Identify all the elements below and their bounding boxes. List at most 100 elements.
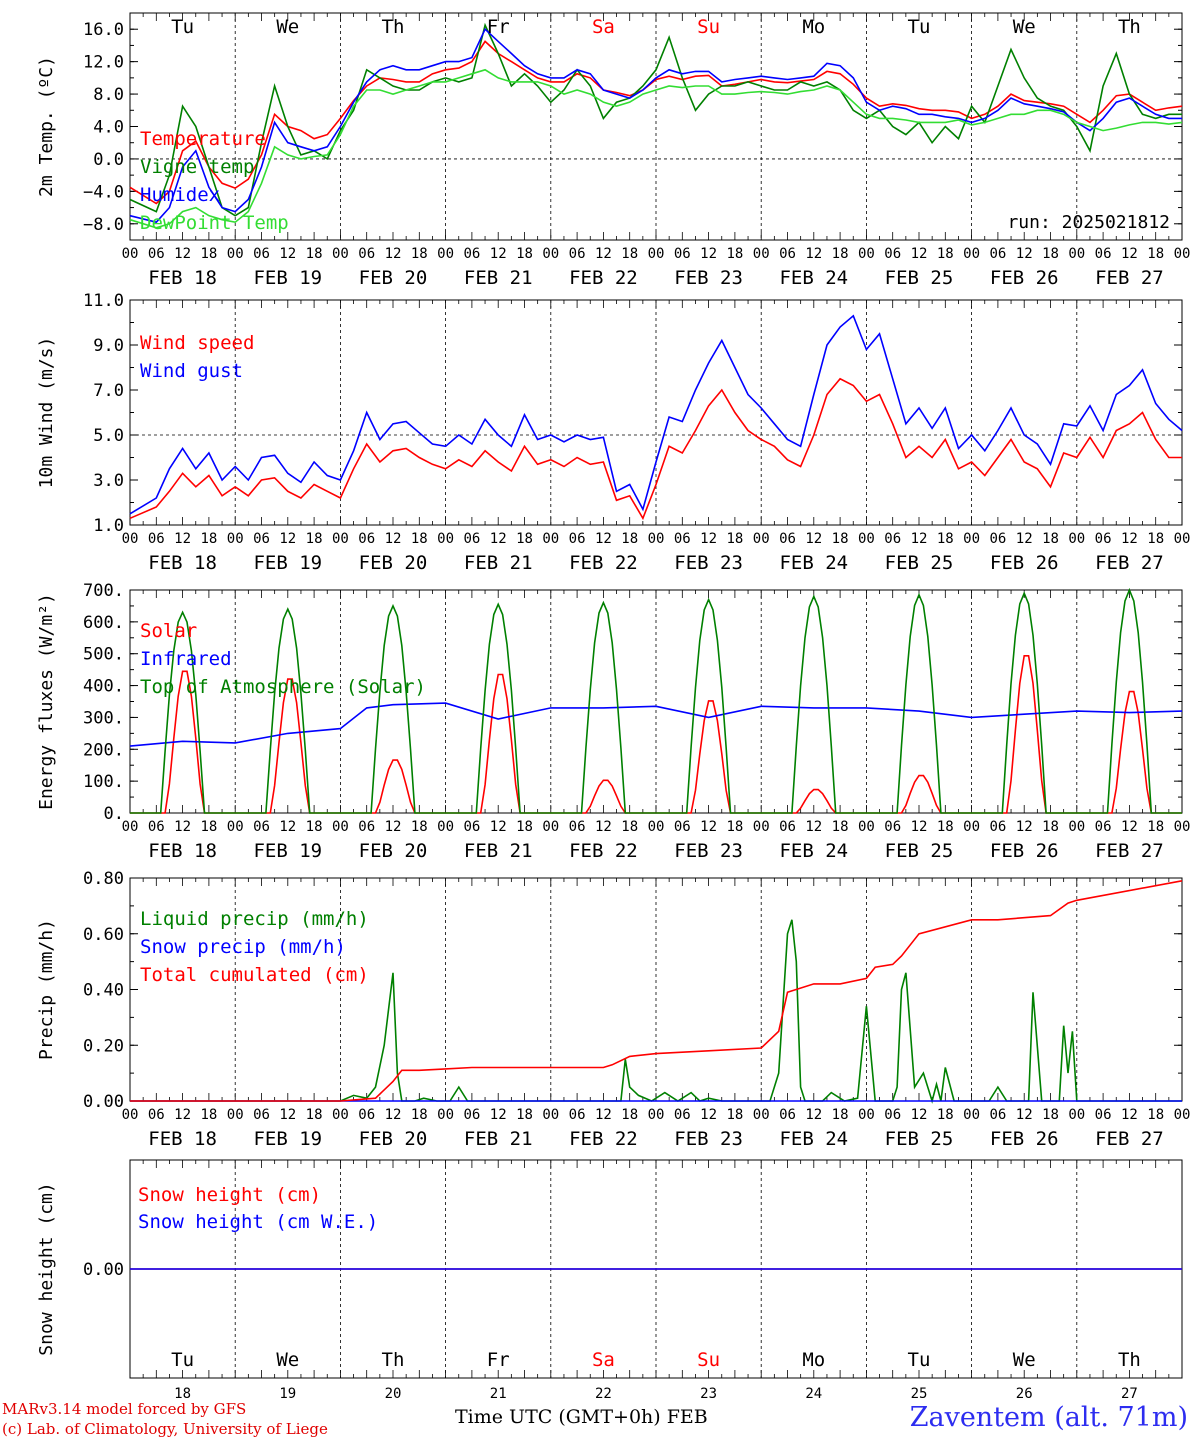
y-tick-label: 11.0: [83, 291, 124, 311]
x-hour-label: 00: [122, 1107, 139, 1123]
legend-entry: Snow height (cm W.E.): [138, 1211, 378, 1233]
x-hour-label: 18: [411, 819, 428, 835]
series-line-total-cumulated-cm-: [130, 880, 1183, 1102]
weekday-label: Th: [1118, 1349, 1141, 1371]
x-hour-label: 06: [148, 819, 165, 835]
series-line-wind-speed: [129, 377, 1182, 521]
x-hour-label: 00: [648, 1107, 665, 1123]
x-hour-label: 12: [385, 1107, 402, 1123]
x-hour-label: 18: [832, 819, 849, 835]
x-hour-label: 06: [884, 819, 901, 835]
x-hour-label: 00: [753, 819, 770, 835]
y-tick-label: 7.0: [93, 381, 124, 401]
x-hour-label: 12: [595, 819, 612, 835]
x-day-label: FEB 25: [885, 840, 954, 862]
x-hour-label: 00: [437, 819, 454, 835]
x-hour-label: 12: [1121, 531, 1138, 547]
x-hour-label: 00: [858, 531, 875, 547]
x-day-label: FEB 22: [569, 552, 638, 574]
x-day-label: FEB 21: [464, 267, 533, 289]
x-hour-label: 12: [1016, 531, 1033, 547]
x-hour-label: 00: [332, 531, 349, 547]
legend-entry: Top of Atmosphere (Solar): [140, 676, 426, 698]
x-hour-label: 12: [911, 819, 928, 835]
weekday-label: Sa: [592, 1349, 615, 1371]
x-hour-label: 06: [253, 246, 270, 262]
x-day-label: FEB 23: [674, 840, 743, 862]
x-hour-label: 06: [569, 1107, 586, 1123]
legend-entry: Snow height (cm): [138, 1184, 321, 1206]
x-hour-label: 06: [569, 819, 586, 835]
x-day-label: FEB 20: [359, 267, 428, 289]
weekday-label: We: [276, 16, 299, 38]
x-hour-label: 18: [306, 1107, 323, 1123]
day-number-label: 22: [595, 1386, 612, 1402]
x-hour-label: 18: [621, 246, 638, 262]
day-number-label: 24: [805, 1386, 822, 1402]
x-hour-label: 06: [148, 1107, 165, 1123]
x-hour-label: 12: [490, 531, 507, 547]
weekday-label: We: [1013, 1349, 1036, 1371]
x-hour-label: 06: [463, 246, 480, 262]
x-hour-label: 12: [174, 1107, 191, 1123]
legend-entry: DewPoint Temp: [140, 212, 289, 234]
y-tick-label: 100.: [83, 772, 124, 792]
x-day-label: FEB 18: [148, 840, 217, 862]
x-hour-label: 18: [1147, 531, 1164, 547]
weekday-label: Tu: [171, 16, 194, 38]
x-hour-label: 12: [1121, 1107, 1138, 1123]
x-hour-label: 12: [805, 819, 822, 835]
x-day-label: FEB 26: [990, 552, 1059, 574]
x-hour-label: 12: [385, 819, 402, 835]
x-hour-label: 12: [700, 1107, 717, 1123]
day-number-label: 26: [1016, 1386, 1033, 1402]
x-hour-label: 00: [227, 1107, 244, 1123]
x-hour-label: 00: [753, 531, 770, 547]
y-tick-label: 3.0: [93, 471, 124, 491]
x-hour-label: 00: [542, 246, 559, 262]
weekday-label: Su: [697, 1349, 720, 1371]
x-hour-label: 18: [937, 819, 954, 835]
panel-2: [129, 299, 1183, 526]
x-hour-label: 18: [1147, 246, 1164, 262]
x-hour-label: 00: [122, 246, 139, 262]
y-axis-label: Energy fluxes (W/m²): [36, 593, 57, 810]
x-hour-label: 18: [726, 1107, 743, 1123]
x-hour-label: 00: [963, 819, 980, 835]
legend-entry: Wind speed: [140, 332, 254, 354]
panel-frame: [129, 589, 1183, 814]
day-number-label: 19: [279, 1386, 296, 1402]
x-hour-label: 06: [358, 1107, 375, 1123]
x-hour-label: 00: [1174, 819, 1191, 835]
x-hour-label: 18: [200, 246, 217, 262]
x-hour-label: 00: [122, 819, 139, 835]
x-hour-label: 06: [148, 531, 165, 547]
x-hour-label: 06: [253, 531, 270, 547]
x-hour-label: 18: [937, 531, 954, 547]
legend-entry: Liquid precip (mm/h): [140, 908, 369, 930]
x-hour-label: 00: [963, 246, 980, 262]
weekday-label: Fr: [487, 16, 510, 38]
x-hour-label: 06: [358, 531, 375, 547]
x-day-label: FEB 24: [779, 267, 848, 289]
x-hour-label: 18: [1042, 246, 1059, 262]
x-hour-label: 06: [358, 819, 375, 835]
day-number-label: 23: [700, 1386, 717, 1402]
x-hour-label: 12: [805, 246, 822, 262]
x-hour-label: 06: [884, 246, 901, 262]
legend-entry: Humidex: [140, 184, 220, 206]
station-name: Zaventem (alt. 71m): [909, 1402, 1188, 1433]
weekday-label: Tu: [908, 16, 931, 38]
y-tick-label: 9.0: [93, 336, 124, 356]
x-day-label: FEB 18: [148, 552, 217, 574]
x-day-label: FEB 24: [779, 840, 848, 862]
weekday-label: Th: [1118, 16, 1141, 38]
x-hour-label: 18: [937, 1107, 954, 1123]
y-tick-label: 400.: [83, 677, 124, 697]
x-hour-label: 12: [1121, 246, 1138, 262]
series-line-wind-gust: [129, 314, 1183, 515]
x-hour-label: 00: [963, 531, 980, 547]
x-hour-label: 00: [227, 531, 244, 547]
x-hour-label: 18: [1147, 1107, 1164, 1123]
